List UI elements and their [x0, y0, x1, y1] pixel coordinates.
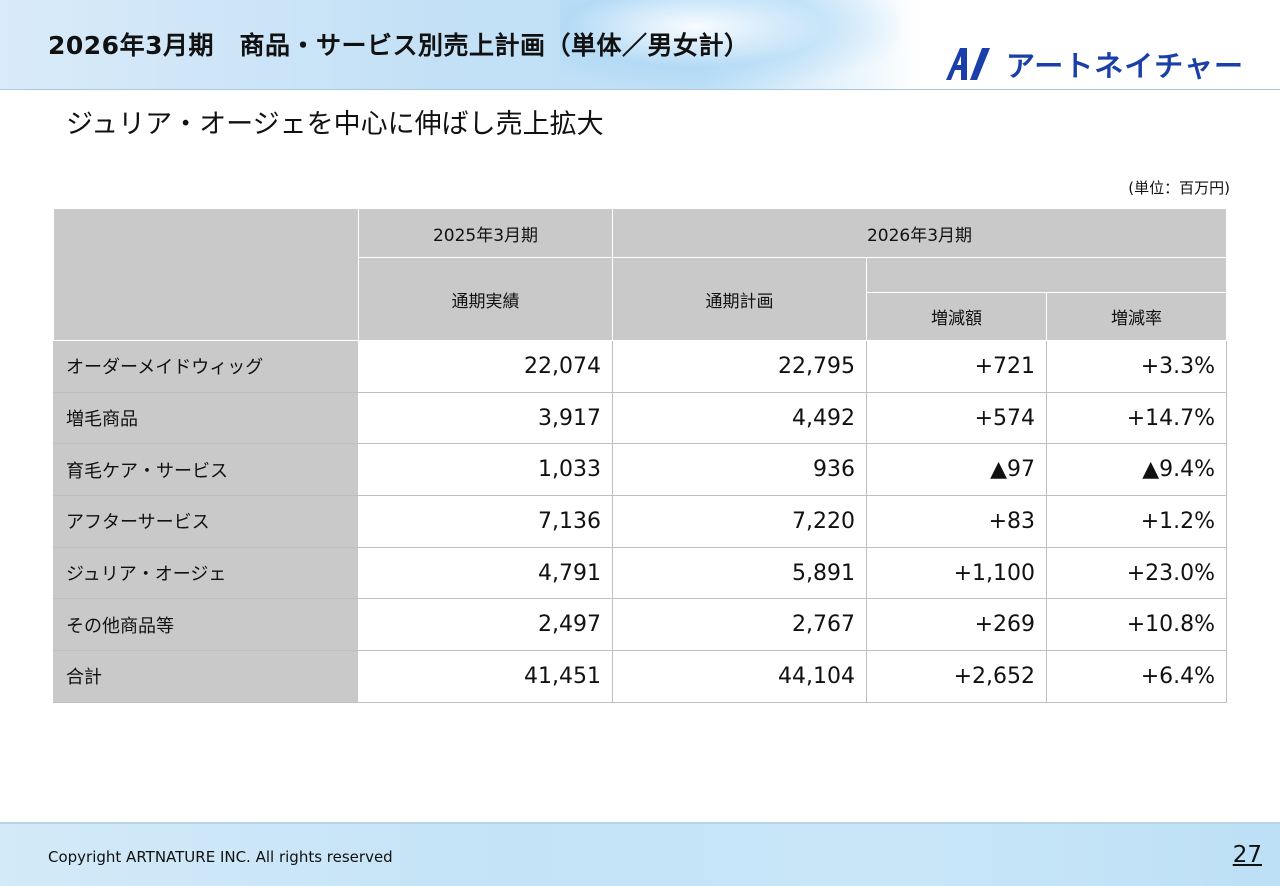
table-row: ジュリア・オージェ 4,791 5,891 +1,100 +23.0% [53, 546, 1228, 600]
cell-actual: 2,497 [358, 598, 613, 652]
unit-label: (単位：百万円) [1128, 179, 1230, 197]
page-number: 27 [1232, 842, 1262, 868]
cell-plan: 22,795 [612, 340, 867, 393]
row-label: 育毛ケア・サービス [53, 443, 359, 497]
row-label: オーダーメイドウィッグ [53, 340, 359, 393]
cell-diff: +574 [866, 391, 1047, 445]
cell-diff: ▲97 [866, 443, 1047, 497]
row-label: その他商品等 [53, 598, 359, 652]
table-row: 増毛商品 3,917 4,492 +574 +14.7% [53, 391, 1228, 445]
company-logo: アートネイチャー [944, 46, 1244, 83]
cell-plan: 5,891 [612, 546, 867, 600]
cell-actual: 1,033 [358, 443, 613, 497]
slide-subtitle: ジュリア・オージェを中心に伸ばし売上拡大 [66, 109, 604, 140]
row-label: アフターサービス [53, 495, 359, 548]
header-actual: 通期実績 [358, 257, 613, 341]
copyright-text: Copyright ARTNATURE INC. All rights rese… [48, 848, 393, 866]
page-title: 2026年3月期 商品・サービス別売上計画（単体／男女計） [48, 31, 750, 60]
table-row: アフターサービス 7,136 7,220 +83 +1.2% [53, 495, 1228, 548]
cell-plan: 4,492 [612, 391, 867, 445]
table-row: 育毛ケア・サービス 1,033 936 ▲97 ▲9.4% [53, 443, 1228, 497]
header-diff: 増減額 [866, 292, 1047, 341]
cell-diff: +721 [866, 340, 1047, 393]
cell-actual: 4,791 [358, 546, 613, 600]
table-row-total: 合計 41,451 44,104 +2,652 +6.4% [53, 650, 1228, 703]
cell-diff: +2,652 [866, 650, 1047, 703]
row-label: 増毛商品 [53, 391, 359, 445]
cell-actual: 3,917 [358, 391, 613, 445]
cell-diff: +1,100 [866, 546, 1047, 600]
cell-rate: +3.3% [1045, 340, 1228, 393]
cell-plan: 44,104 [612, 650, 867, 703]
header-rate: 増減率 [1045, 292, 1228, 341]
cell-diff: +83 [866, 495, 1047, 548]
header-plan: 通期計画 [612, 257, 867, 341]
header-change-group [865, 257, 1228, 293]
cell-actual: 41,451 [358, 650, 613, 703]
cell-plan: 936 [612, 443, 867, 497]
table-row: オーダーメイドウィッグ 22,074 22,795 +721 +3.3% [53, 340, 1228, 393]
cell-actual: 7,136 [358, 495, 613, 548]
table-row: その他商品等 2,497 2,767 +269 +10.8% [53, 598, 1228, 652]
cell-actual: 22,074 [358, 340, 613, 393]
artnature-logo-icon [946, 48, 990, 80]
header-banner [0, 0, 1280, 90]
cell-plan: 2,767 [612, 598, 867, 652]
cell-rate: +6.4% [1045, 650, 1228, 703]
sales-plan-table: 2025年3月期 2026年3月期 通期実績 通期計画 増減額 増減率 オーダー… [53, 208, 1228, 703]
cell-rate: +14.7% [1045, 391, 1228, 445]
cell-rate: ▲9.4% [1045, 443, 1228, 497]
cell-plan: 7,220 [612, 495, 867, 548]
row-label: 合計 [53, 650, 359, 703]
cell-rate: +23.0% [1045, 546, 1228, 600]
logo-text: アートネイチャー [1006, 49, 1244, 83]
cell-rate: +1.2% [1045, 495, 1228, 548]
header-empty-cell [53, 208, 359, 341]
row-label: ジュリア・オージェ [53, 546, 359, 600]
header-glow [560, 0, 900, 90]
cell-rate: +10.8% [1045, 598, 1228, 652]
cell-diff: +269 [866, 598, 1047, 652]
header-period-curr: 2026年3月期 [611, 208, 1228, 258]
footer-banner [0, 822, 1280, 886]
header-period-prev: 2025年3月期 [358, 208, 613, 258]
